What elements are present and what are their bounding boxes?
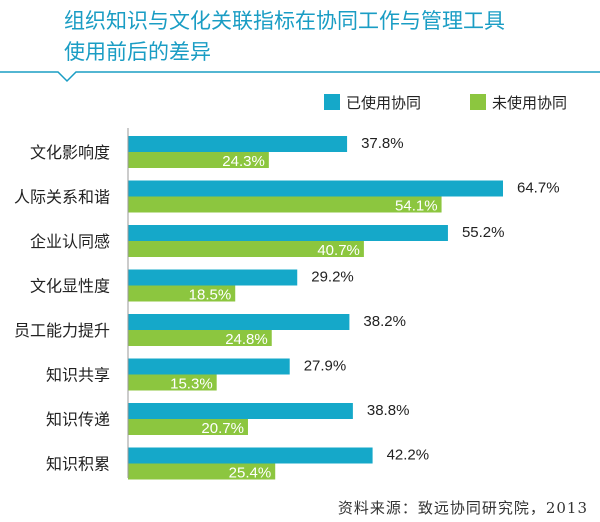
category-label: 企业认同感 (30, 233, 110, 251)
bar-unused (128, 196, 442, 213)
category-label: 文化显性度 (30, 278, 110, 296)
bar-unused (128, 374, 217, 391)
title-divider (0, 71, 600, 83)
bar-unused (128, 241, 364, 257)
value-label-used: 38.8% (367, 402, 410, 419)
bar-unused (128, 152, 269, 168)
bar-unused (128, 463, 276, 480)
source-note: 资料来源：致远协同研究院，2013 (337, 499, 588, 517)
chart-title-line-2: 使用前后的差异 (64, 41, 211, 64)
chart-title-line-1: 组织知识与文化关联指标在协同工作与管理工具 (64, 10, 505, 33)
legend-swatch-2 (470, 94, 486, 110)
value-label-used: 37.8% (361, 135, 404, 152)
category-label: 知识共享 (46, 367, 110, 385)
value-label-unused: 54.1% (395, 198, 438, 215)
bar-used (128, 225, 448, 241)
bar-used (128, 136, 348, 152)
value-label-unused: 24.8% (225, 331, 268, 348)
value-label-unused: 18.5% (189, 287, 232, 304)
value-label-used: 38.2% (363, 313, 406, 330)
value-label-unused: 40.7% (317, 242, 360, 259)
category-label: 人际关系和谐 (14, 189, 110, 207)
value-label-unused: 20.7% (201, 420, 244, 437)
value-label-unused: 25.4% (229, 465, 272, 482)
bar-used (128, 403, 353, 419)
bar-unused (128, 285, 236, 302)
legend-label-1: 已使用协同 (346, 95, 421, 112)
value-label-used: 42.2% (387, 447, 430, 464)
value-label-used: 29.2% (311, 269, 354, 286)
bar-unused (128, 330, 272, 346)
bar-used (128, 314, 350, 330)
legend-label-2: 未使用协同 (492, 95, 567, 112)
legend: 已使用协同 未使用协同 (324, 94, 567, 112)
value-label-used: 55.2% (462, 224, 505, 241)
bar-used (128, 447, 373, 464)
value-label-used: 27.9% (304, 358, 347, 375)
category-label: 知识传递 (46, 411, 110, 429)
category-label: 知识积累 (46, 456, 110, 474)
category-label: 员工能力提升 (14, 322, 110, 340)
bar-used (128, 180, 503, 197)
value-label-unused: 24.3% (222, 153, 265, 170)
value-label-used: 64.7% (517, 180, 560, 197)
legend-swatch-1 (324, 94, 340, 110)
bar-used (128, 358, 290, 375)
category-label: 文化影响度 (30, 144, 110, 162)
value-label-unused: 15.3% (170, 376, 213, 393)
bars: 文化影响度 37.8% 24.3% 人际关系和谐 64.7% 54.1% 企业认同感 55.2… (14, 135, 560, 482)
chart-title: 组织知识与文化关联指标在协同工作与管理工具 使用前后的差异 (64, 6, 584, 68)
bar-used (128, 269, 298, 286)
bar-unused (128, 419, 248, 435)
